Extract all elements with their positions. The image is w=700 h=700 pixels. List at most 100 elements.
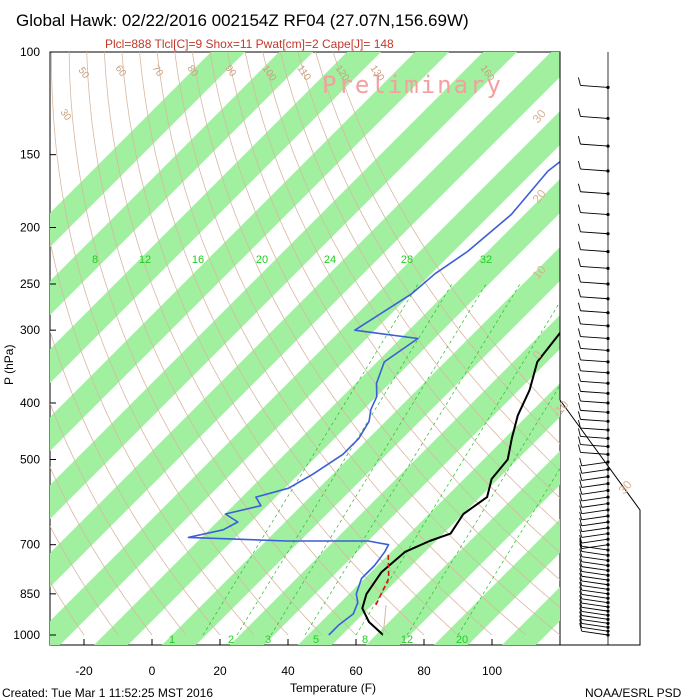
wind-barb-feather (579, 607, 583, 616)
wind-barb-dot (606, 348, 610, 353)
wind-barb (580, 296, 609, 300)
y-tick-label: 300 (20, 323, 40, 337)
dry-adiabat-line (315, 52, 560, 445)
series-temperature (361, 331, 560, 636)
wind-barb (581, 545, 609, 551)
wind-barb (581, 527, 609, 533)
wind-barb-dot (606, 609, 610, 613)
y-tick-label: 850 (20, 587, 40, 601)
wind-barb-dot (606, 508, 610, 512)
isotherm-band (50, 52, 449, 451)
wind-barb (580, 168, 609, 172)
wind-barb (581, 571, 609, 576)
isotherm-band (502, 587, 560, 645)
dry-adiabat-line (227, 52, 560, 581)
wind-barb-dot (606, 543, 610, 547)
wind-barb-dot (606, 563, 610, 568)
wind-barb (580, 212, 609, 215)
wind-barb-feather (579, 499, 583, 508)
wind-barb-dot (606, 419, 610, 423)
wind-barb (581, 489, 609, 495)
wind-barb-dot (606, 613, 610, 617)
dry-adiabat-line (191, 52, 560, 636)
wind-barb-feather (579, 623, 583, 632)
dry-adiabat-line (332, 52, 560, 418)
wind-barb (581, 556, 609, 561)
dry-adiabat-line (297, 52, 560, 472)
mixing-ratio-line (304, 283, 521, 636)
wind-barb-feather (579, 599, 583, 608)
wind-barb-dot (606, 192, 610, 196)
y-axis-label: P (hPa) (2, 345, 16, 385)
mixing-ratio-line (202, 283, 419, 636)
dry-adiabat-line (51, 52, 289, 636)
wind-barb-dot (606, 587, 610, 591)
wind-barb-dot (606, 116, 610, 121)
wind-barb (580, 249, 609, 253)
wind-barb-feather (579, 558, 583, 567)
wind-barb-dot (606, 553, 610, 557)
wind-barb (581, 589, 609, 595)
wind-barb (580, 435, 609, 439)
wind-barb-dot (606, 371, 610, 375)
wind-barb-feather (577, 223, 581, 232)
wind-barb-feather (577, 383, 581, 392)
wind-barb-dot (606, 212, 610, 217)
wind-barb-feather (577, 204, 581, 213)
wind-barb-feather (579, 505, 583, 514)
wind-barb-dot (606, 548, 610, 552)
wind-barb (580, 427, 609, 431)
wind-barb-dot (606, 428, 610, 432)
wind-barb-feather (577, 77, 581, 86)
wind-barb-dot (606, 596, 610, 600)
x-tick-label: 100 (482, 664, 502, 678)
wind-barb-feather (579, 553, 583, 562)
wind-barb-feather (579, 611, 583, 620)
wind-barb (581, 461, 609, 467)
mixing-ratio-bottom-label: 5 (313, 634, 319, 646)
wind-barb (580, 444, 609, 447)
wind-barb (580, 265, 609, 269)
dry-adiabat-line (50, 239, 255, 636)
wind-barb-dot (606, 568, 610, 573)
dry-adiabat-line (209, 52, 560, 608)
chart-title: Global Hawk: 02/22/2016 002154Z RF04 (27… (16, 11, 469, 30)
wind-barb-dot (606, 573, 610, 577)
dry-adiabat-line (50, 466, 153, 636)
mixing-ratio-label: 20 (256, 254, 268, 266)
wind-barb (581, 619, 609, 624)
dry-adiabat-line (262, 52, 560, 526)
wind-barb (580, 380, 609, 384)
isotherm-band (50, 52, 517, 519)
wind-barb-dot (606, 311, 610, 315)
chart-subtitle: Plcl=888 Tlcl[C]=9 Shox=11 Pwat[cm]=2 Ca… (105, 37, 394, 51)
dry-adiabats (50, 52, 560, 636)
mixing-ratio-bottom-label: 2 (228, 634, 234, 646)
wind-barb (581, 483, 609, 488)
wind-barb (580, 451, 609, 455)
dry-adiabat-line (244, 52, 560, 553)
wind-barb-feather (577, 392, 581, 402)
wind-barb-dot (606, 482, 610, 486)
wind-barb-dot (606, 617, 610, 621)
wind-barb-dot (606, 266, 610, 270)
wind-barb (581, 538, 609, 544)
isotherm-band (50, 52, 245, 247)
mixing-ratio-bottom-label: 8 (362, 634, 368, 646)
wind-barbs (577, 77, 610, 637)
mixing-ratio-label: 8 (92, 254, 98, 266)
wind-barb (580, 191, 609, 195)
wind-barb-dot (606, 452, 610, 456)
wind-barb-feather (579, 603, 583, 612)
dry-adiabat-line (139, 52, 459, 636)
mixing-ratio-line (236, 283, 453, 636)
mixing-ratio-label: 28 (401, 254, 413, 266)
wind-barb (580, 84, 609, 88)
wind-barb-dot (606, 558, 610, 563)
wind-barb (581, 580, 609, 586)
wind-barb-dot (606, 144, 610, 148)
x-tick-label: -20 (75, 664, 93, 678)
wind-barb-dot (606, 401, 610, 405)
wind-barb-feather (577, 258, 581, 267)
wind-barb-feather (577, 436, 581, 445)
